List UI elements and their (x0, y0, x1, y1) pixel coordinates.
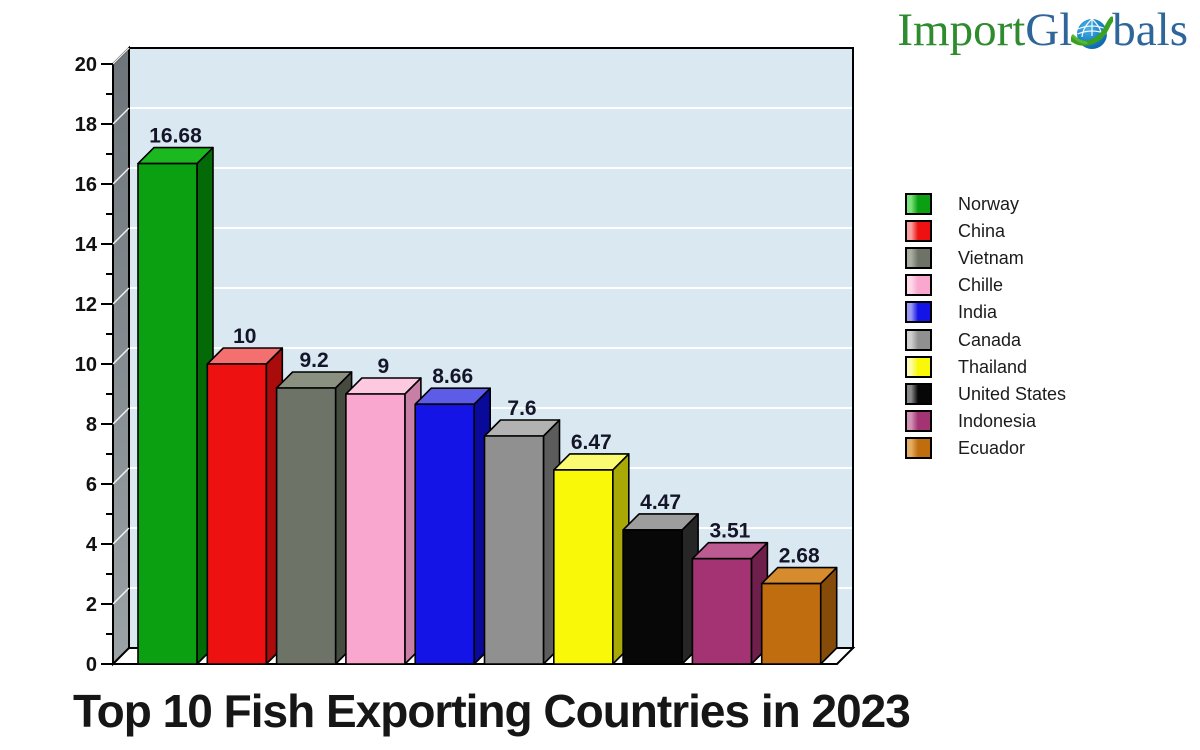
bar-front-face (137, 162, 198, 665)
bar-front-face (483, 435, 545, 665)
legend-item: Norway (905, 190, 1066, 217)
legend-item: India (905, 299, 1066, 326)
legend-swatch-chille (905, 274, 932, 297)
bar-front-face (552, 469, 614, 665)
bar-ecuador: 2.68 (760, 545, 838, 665)
bar-norway: 16.68 (137, 125, 214, 665)
y-tick-label: 12 (75, 294, 97, 316)
bar-value-label: 6.47 (571, 431, 612, 454)
legend-swatch-ecuador (905, 437, 932, 460)
legend-label: United States (958, 383, 1067, 404)
wall-gridline (112, 527, 130, 545)
bar-thailand: 6.47 (552, 431, 630, 665)
legend-label: Vietnam (958, 247, 1024, 268)
legend-swatch-india (905, 301, 932, 324)
y-tick-label: 6 (86, 474, 97, 496)
logo-text-bals: bals (1112, 4, 1188, 56)
legend-item: United States (905, 380, 1066, 407)
y-tick-label: 18 (75, 114, 97, 136)
bar-value-label: 2.68 (779, 545, 820, 568)
bar-value-label: 16.68 (149, 125, 202, 148)
bar-chille: 9 (345, 355, 422, 665)
bar-front-face (760, 582, 822, 665)
legend-item: Ecuador (905, 435, 1066, 462)
import-globals-logo: Import Gl (897, 2, 1188, 58)
wall-gridline (112, 107, 130, 125)
legend-swatch-indonesia (905, 410, 932, 433)
bar-india: 8.66 (414, 365, 492, 665)
logo-text-import: Import (897, 4, 1026, 56)
legend-label: China (958, 220, 1006, 241)
bar-value-label: 9 (378, 355, 390, 378)
legend-label: Thailand (958, 356, 1028, 377)
wall-gridline (112, 287, 130, 305)
wall-gridline (112, 347, 130, 365)
legend-swatch-china (905, 219, 932, 242)
logo-text-gl: Gl (1025, 4, 1073, 56)
legend-label: India (958, 302, 998, 323)
bar-front-face (275, 387, 337, 665)
bar-front-face (691, 557, 753, 665)
wall-gridline (112, 167, 130, 185)
legend-label: Ecuador (958, 438, 1026, 459)
legend: Norway China Vietnam Chille India Canada Thail… (905, 190, 1066, 462)
legend-swatch-vietnam (905, 246, 932, 269)
legend-item: China (905, 217, 1066, 244)
wall-gridline (112, 407, 130, 425)
legend-item: Chille (905, 272, 1066, 299)
y-tick-label: 16 (75, 174, 97, 196)
wall-gridline (112, 227, 130, 245)
legend-item: Vietnam (905, 244, 1066, 271)
bar-front-face (622, 529, 683, 665)
bar-vietnam: 9.2 (275, 349, 353, 665)
y-tick-label: 2 (86, 594, 97, 616)
bar-united-states: 4.47 (622, 491, 699, 665)
wall-gridline (112, 467, 130, 485)
bar-value-label: 4.47 (640, 491, 681, 514)
bar-front-face (414, 403, 476, 665)
y-tick-label: 4 (86, 534, 98, 556)
wall-gridline (112, 47, 130, 65)
y-tick-label: 0 (86, 654, 97, 676)
legend-swatch-united-states (905, 382, 932, 405)
legend-swatch-norway (905, 192, 932, 215)
bar-value-label: 10 (233, 325, 256, 348)
y-tick-label: 10 (75, 354, 97, 376)
y-tick-label: 14 (75, 234, 98, 256)
legend-item: Thailand (905, 353, 1066, 380)
legend-label: Canada (958, 329, 1022, 350)
bar-front-face (206, 363, 268, 665)
bar-value-label: 3.51 (709, 520, 750, 543)
chart-title: Top 10 Fish Exporting Countries in 2023 (73, 685, 911, 737)
legend-label: Norway (958, 193, 1020, 214)
legend-label: Indonesia (958, 411, 1037, 432)
bar-value-label: 7.6 (507, 397, 536, 420)
legend-swatch-canada (905, 328, 932, 351)
bar-value-label: 9.2 (299, 349, 328, 372)
bar-canada: 7.6 (483, 397, 561, 665)
legend-label: Chille (958, 275, 1004, 296)
bar-front-face (345, 393, 406, 665)
y-tick-label: 8 (86, 414, 97, 436)
wall-gridline (112, 587, 130, 605)
legend-item: Canada (905, 326, 1066, 353)
globe-icon (1069, 12, 1115, 54)
y-tick-label: 20 (75, 54, 97, 76)
legend-swatch-thailand (905, 355, 932, 378)
bar-china: 10 (206, 325, 284, 665)
bar-indonesia: 3.51 (691, 520, 769, 665)
legend-item: Indonesia (905, 408, 1066, 435)
bar-value-label: 8.66 (432, 365, 473, 388)
